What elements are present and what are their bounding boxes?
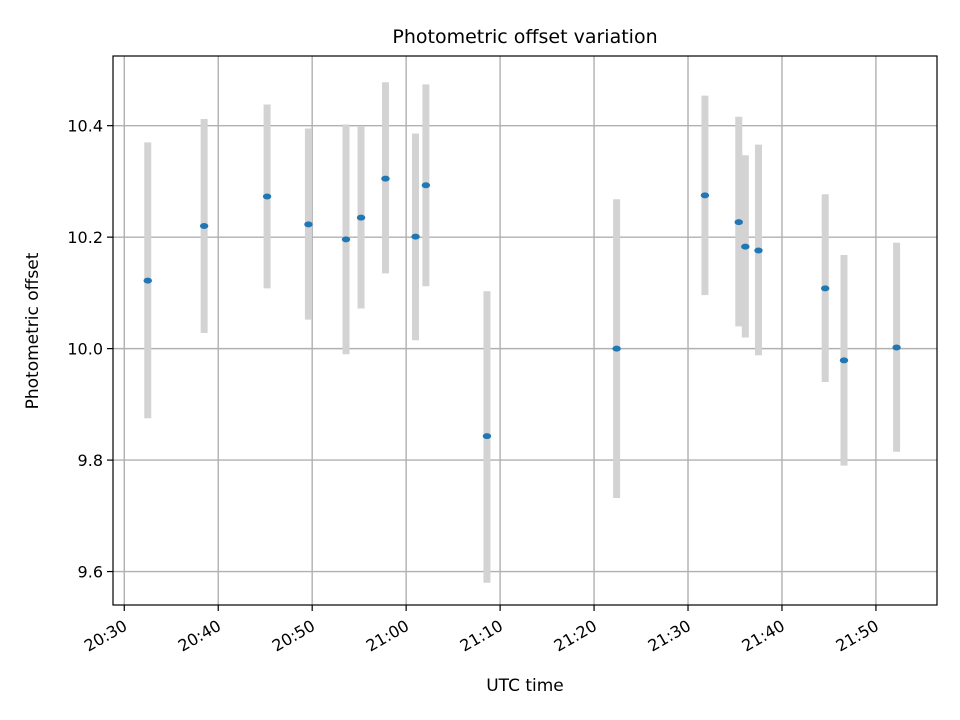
- x-axis-ticks: 20:30 20:40 20:50 21:00 21:10 21:20 21:30 21:40…: [81, 605, 882, 656]
- data-point: [612, 345, 621, 352]
- x-tick-label: 21:10: [457, 616, 506, 656]
- x-tick-label: 21:30: [645, 616, 694, 656]
- y-axis-ticks: 9.6 9.8 10.0 10.2 10.4: [67, 117, 113, 582]
- data-point: [341, 236, 351, 243]
- data-point: [754, 247, 763, 254]
- grid: [113, 56, 937, 605]
- data-point: [304, 221, 313, 228]
- data-point: [199, 222, 209, 229]
- y-tick-label: 10.4: [67, 117, 103, 136]
- chart-title: Photometric offset variation: [392, 26, 657, 48]
- x-tick-label: 21:00: [363, 616, 412, 656]
- data-point: [839, 357, 849, 364]
- y-tick-label: 9.8: [78, 451, 103, 470]
- data-point: [356, 214, 366, 221]
- data-point: [820, 285, 830, 292]
- x-tick-label: 20:30: [81, 616, 130, 656]
- y-tick-label: 9.6: [78, 563, 103, 582]
- data-point: [421, 182, 431, 189]
- data-point: [700, 192, 710, 199]
- y-axis-label: Photometric offset: [23, 252, 43, 409]
- data-point: [741, 243, 750, 250]
- data-points: [143, 175, 901, 440]
- x-tick-label: 20:50: [269, 616, 318, 656]
- x-tick-label: 21:40: [739, 616, 788, 656]
- data-point: [734, 219, 743, 226]
- error-bars: [144, 82, 901, 583]
- plot-frame: [112, 55, 938, 606]
- y-tick-label: 10.0: [67, 340, 103, 359]
- data-point: [482, 433, 492, 440]
- x-tick-label: 20:40: [175, 616, 224, 656]
- data-point: [143, 277, 152, 284]
- data-point: [381, 175, 390, 182]
- x-tick-label: 21:20: [551, 616, 600, 656]
- data-point: [892, 344, 901, 351]
- data-point: [262, 193, 272, 200]
- y-tick-label: 10.2: [67, 228, 103, 247]
- x-tick-label: 21:50: [832, 616, 881, 656]
- data-point: [411, 233, 420, 240]
- x-axis-label: UTC time: [486, 676, 564, 696]
